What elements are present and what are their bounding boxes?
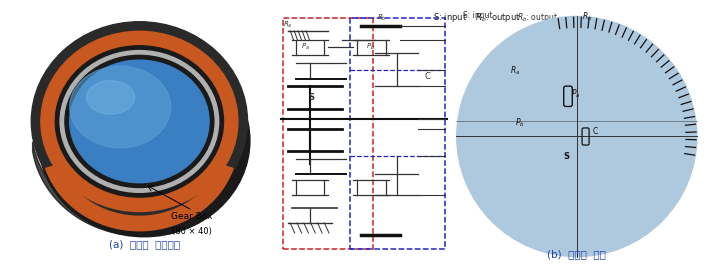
Text: $R_b$: output: $R_b$: output xyxy=(518,11,558,24)
Text: $R_a$: $R_a$ xyxy=(510,65,521,78)
Text: $P_a$: $P_a$ xyxy=(301,42,310,52)
Text: $P_b$: $P_b$ xyxy=(366,42,375,52)
Ellipse shape xyxy=(65,55,214,188)
Ellipse shape xyxy=(60,51,218,192)
Text: $R_a$: $R_a$ xyxy=(283,19,292,29)
Circle shape xyxy=(456,16,697,257)
Text: C: C xyxy=(593,127,598,136)
Text: S: input    $R_b$: output: S: input $R_b$: output xyxy=(433,11,521,24)
Ellipse shape xyxy=(70,66,171,148)
Ellipse shape xyxy=(31,22,247,221)
Ellipse shape xyxy=(38,44,250,237)
Text: (b)  감속기  구조: (b) 감속기 구조 xyxy=(547,250,606,260)
Text: $R_b$: $R_b$ xyxy=(582,11,592,23)
Text: S: S xyxy=(308,93,314,102)
Ellipse shape xyxy=(87,81,135,114)
Text: S: input: S: input xyxy=(464,11,493,20)
Text: $P_b$: $P_b$ xyxy=(516,117,525,129)
Text: S: S xyxy=(564,152,570,161)
Text: (80 × 40): (80 × 40) xyxy=(172,227,212,236)
Text: C: C xyxy=(424,72,430,81)
Text: $P_a$: $P_a$ xyxy=(570,88,580,100)
Ellipse shape xyxy=(41,31,238,212)
Ellipse shape xyxy=(56,46,224,197)
Text: Gear Box: Gear Box xyxy=(172,212,213,221)
Text: (a)  감속기  설계개념: (a) 감속기 설계개념 xyxy=(109,239,180,249)
Text: $R_b$: $R_b$ xyxy=(377,13,387,23)
Ellipse shape xyxy=(70,60,209,183)
Polygon shape xyxy=(45,164,233,231)
Polygon shape xyxy=(32,142,246,236)
